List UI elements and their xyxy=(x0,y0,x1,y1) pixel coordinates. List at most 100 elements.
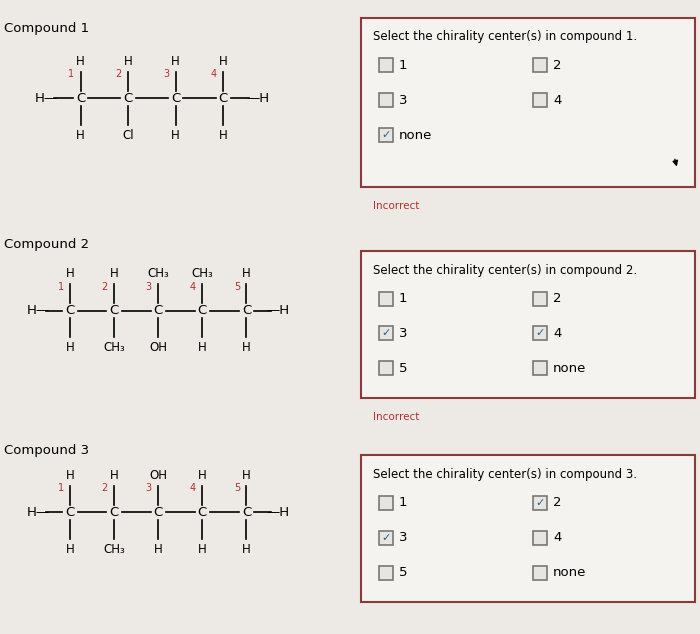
Text: C: C xyxy=(65,304,75,317)
Text: 3: 3 xyxy=(399,94,407,107)
Bar xyxy=(533,361,547,375)
Text: C: C xyxy=(241,304,251,317)
Text: 1: 1 xyxy=(68,69,74,79)
Bar xyxy=(533,93,547,107)
Text: CH₃: CH₃ xyxy=(103,543,125,556)
Text: —H: —H xyxy=(267,304,290,317)
Text: none: none xyxy=(399,129,433,141)
Bar xyxy=(533,58,547,72)
Text: 5: 5 xyxy=(399,566,407,579)
Text: —H: —H xyxy=(246,92,269,105)
Text: C: C xyxy=(197,506,207,519)
Text: 1: 1 xyxy=(57,281,64,292)
Bar xyxy=(533,531,547,545)
Text: 5: 5 xyxy=(234,483,240,493)
Text: H: H xyxy=(242,469,251,482)
Bar xyxy=(379,531,393,545)
Text: Compound 2: Compound 2 xyxy=(4,238,89,251)
Text: 2: 2 xyxy=(102,483,108,493)
Text: —H: —H xyxy=(267,506,290,519)
Text: 1: 1 xyxy=(57,483,64,493)
Bar xyxy=(379,292,393,306)
Text: ✓: ✓ xyxy=(536,328,545,339)
Text: H: H xyxy=(198,469,206,482)
Bar xyxy=(533,566,547,579)
Text: ✓: ✓ xyxy=(382,328,391,339)
Text: 4: 4 xyxy=(190,483,196,493)
Text: 4: 4 xyxy=(553,531,561,544)
Text: H: H xyxy=(76,129,85,142)
Text: C: C xyxy=(153,304,163,317)
Bar xyxy=(379,361,393,375)
Text: 3: 3 xyxy=(399,327,407,340)
Text: Select the chirality center(s) in compound 1.: Select the chirality center(s) in compou… xyxy=(373,30,637,44)
Text: H: H xyxy=(66,267,74,280)
Text: Compound 3: Compound 3 xyxy=(4,444,89,457)
Text: C: C xyxy=(197,304,207,317)
Bar xyxy=(379,327,393,340)
Text: CH₃: CH₃ xyxy=(191,267,214,280)
Text: H: H xyxy=(219,129,228,142)
Text: 1: 1 xyxy=(399,496,407,509)
Text: C: C xyxy=(241,506,251,519)
Bar xyxy=(379,566,393,579)
FancyBboxPatch shape xyxy=(360,251,695,398)
Text: OH: OH xyxy=(149,341,167,354)
Text: H: H xyxy=(76,55,85,68)
Text: 5: 5 xyxy=(399,362,407,375)
Text: Incorrect: Incorrect xyxy=(373,412,419,422)
Text: H: H xyxy=(110,267,118,280)
Text: 2: 2 xyxy=(553,496,561,509)
Text: H: H xyxy=(172,129,180,142)
Text: H: H xyxy=(154,543,162,556)
Bar xyxy=(533,496,547,510)
Text: ✓: ✓ xyxy=(382,130,391,140)
Text: CH₃: CH₃ xyxy=(147,267,169,280)
Text: H: H xyxy=(172,55,180,68)
Text: ✓: ✓ xyxy=(382,533,391,543)
Text: 4: 4 xyxy=(190,281,196,292)
Text: Select the chirality center(s) in compound 2.: Select the chirality center(s) in compou… xyxy=(373,264,637,277)
Text: OH: OH xyxy=(149,469,167,482)
Text: H: H xyxy=(219,55,228,68)
Text: Cl: Cl xyxy=(122,129,134,142)
Text: 2: 2 xyxy=(553,59,561,72)
Text: 5: 5 xyxy=(234,281,240,292)
Text: 1: 1 xyxy=(399,59,407,72)
Text: C: C xyxy=(109,506,119,519)
Text: 2: 2 xyxy=(102,281,108,292)
Text: C: C xyxy=(171,92,181,105)
Bar xyxy=(533,327,547,340)
Text: H—: H— xyxy=(27,304,50,317)
Text: ✓: ✓ xyxy=(536,498,545,508)
FancyBboxPatch shape xyxy=(360,18,695,187)
Text: H: H xyxy=(110,469,118,482)
Text: C: C xyxy=(65,506,75,519)
Text: H: H xyxy=(198,341,206,354)
Text: none: none xyxy=(553,566,587,579)
Text: H: H xyxy=(242,341,251,354)
Text: H: H xyxy=(66,469,74,482)
Text: 4: 4 xyxy=(553,94,561,107)
Text: 3: 3 xyxy=(146,281,152,292)
Bar xyxy=(379,58,393,72)
Text: CH₃: CH₃ xyxy=(103,341,125,354)
Text: 3: 3 xyxy=(163,69,169,79)
Bar xyxy=(379,93,393,107)
Text: Incorrect: Incorrect xyxy=(373,201,419,211)
Text: H: H xyxy=(124,55,132,68)
Text: Compound 1: Compound 1 xyxy=(4,22,89,36)
Text: 3: 3 xyxy=(146,483,152,493)
Text: H: H xyxy=(198,543,206,556)
Text: 1: 1 xyxy=(399,292,407,305)
Text: 4: 4 xyxy=(553,327,561,340)
Text: H: H xyxy=(66,341,74,354)
Text: 2: 2 xyxy=(116,69,122,79)
Bar xyxy=(379,128,393,142)
Text: H: H xyxy=(66,543,74,556)
Text: C: C xyxy=(218,92,228,105)
Text: 3: 3 xyxy=(399,531,407,544)
Text: H: H xyxy=(242,267,251,280)
FancyBboxPatch shape xyxy=(360,455,695,602)
Text: C: C xyxy=(76,92,85,105)
